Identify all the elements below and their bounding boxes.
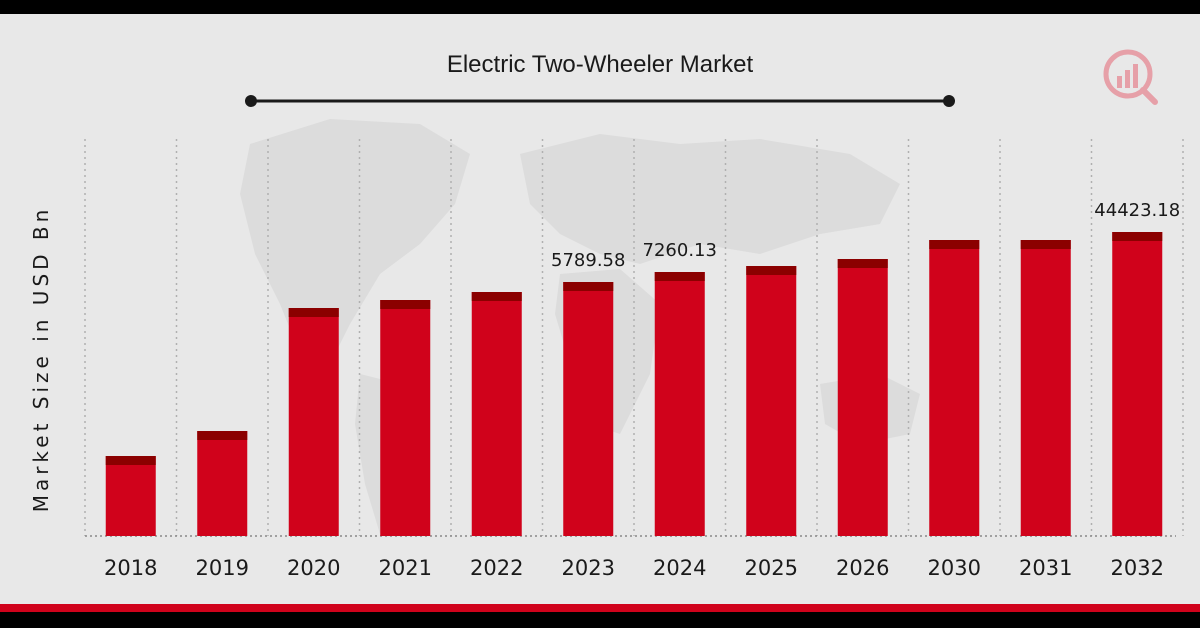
bar-cap-2026 [837, 259, 888, 268]
x-tick-label-2024: 2024 [653, 556, 706, 580]
bar-cap-2032 [1112, 232, 1163, 241]
bar-2023 [563, 282, 614, 536]
bar-cap-2031 [1020, 240, 1071, 249]
x-tick-label-2021: 2021 [379, 556, 432, 580]
logo-bar-2 [1125, 70, 1130, 88]
data-labels: 5789.58 7260.13 44423.18 [551, 200, 1180, 271]
x-tick-labels: 2018 2019 2020 2021 2022 2023 2024 2025 2026 2030… [104, 556, 1164, 580]
y-axis-label: Market Size in USD Bn [29, 206, 53, 513]
x-tick-label-2032: 2032 [1111, 556, 1164, 580]
bar-2025 [746, 266, 797, 536]
bar-2024 [654, 272, 705, 536]
bar-2026 [837, 259, 888, 536]
bar-cap-2020 [288, 308, 339, 317]
chart-panel: Electric Two-Wheeler Market Market Size … [0, 14, 1200, 604]
x-tick-label-2026: 2026 [836, 556, 889, 580]
chart-svg: Electric Two-Wheeler Market Market Size … [29, 49, 1184, 580]
bar-2022 [471, 292, 522, 536]
bottom-red-stripe [0, 604, 1200, 612]
chart-title: Electric Two-Wheeler Market [447, 51, 754, 78]
data-label-2023: 5789.58 [551, 250, 625, 271]
bar-2032 [1112, 232, 1163, 536]
x-tick-label-2022: 2022 [470, 556, 523, 580]
x-tick-label-2031: 2031 [1019, 556, 1072, 580]
logo-bar-3 [1133, 64, 1138, 88]
bar-2031 [1020, 240, 1071, 536]
logo-bar-1 [1117, 76, 1122, 88]
bar-cap-2022 [471, 292, 522, 301]
logo-handle [1140, 87, 1158, 105]
x-tick-label-2030: 2030 [928, 556, 981, 580]
title-rule-right-dot [943, 95, 955, 107]
bar-cap-2024 [654, 272, 705, 281]
x-tick-label-2023: 2023 [562, 556, 615, 580]
market-research-logo-icon [1103, 49, 1153, 99]
bar-cap-2021 [380, 300, 431, 309]
x-tick-label-2025: 2025 [745, 556, 798, 580]
bar-2030 [929, 240, 980, 536]
bar-cap-2018 [105, 456, 156, 465]
bar-cap-2030 [929, 240, 980, 249]
bar-2019 [197, 431, 248, 536]
data-label-2024: 7260.13 [643, 240, 717, 261]
grid [84, 139, 1184, 536]
bar-2020 [288, 308, 339, 536]
x-tick-label-2019: 2019 [196, 556, 249, 580]
bar-cap-2025 [746, 266, 797, 275]
title-group: Electric Two-Wheeler Market [245, 51, 955, 107]
x-tick-label-2018: 2018 [104, 556, 157, 580]
bar-2021 [380, 300, 431, 536]
bar-2018 [105, 456, 156, 536]
data-label-2032: 44423.18 [1094, 200, 1180, 221]
logo [1103, 49, 1158, 105]
bar-cap-2019 [197, 431, 248, 440]
title-rule-left-dot [245, 95, 257, 107]
x-tick-label-2020: 2020 [287, 556, 340, 580]
bar-cap-2023 [563, 282, 614, 291]
bars [105, 232, 1163, 536]
